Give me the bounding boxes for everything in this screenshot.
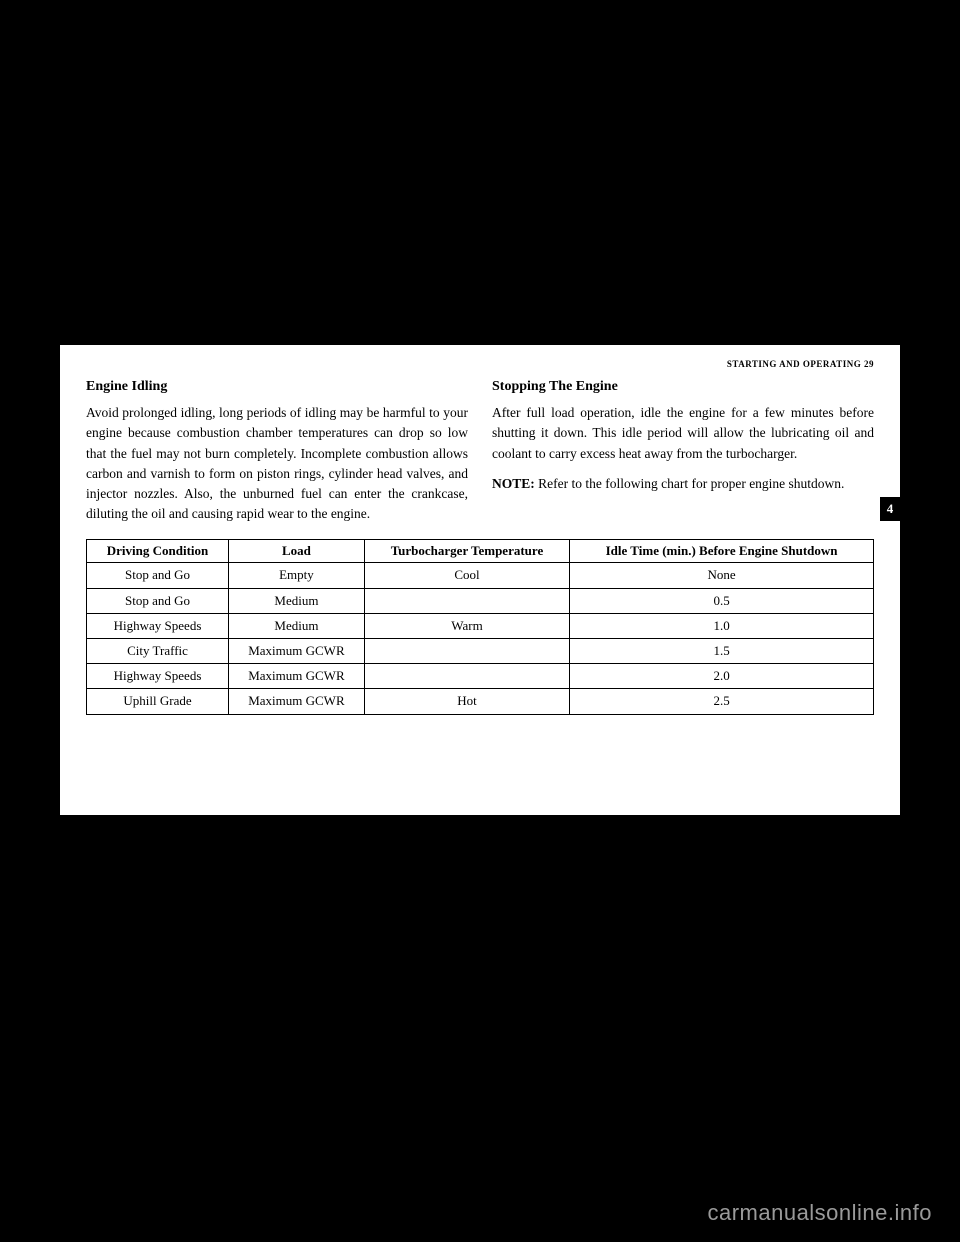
cell: None [570,563,874,588]
table-row: Highway Speeds Medium Warm 1.0 [87,613,874,638]
shutdown-table: Driving Condition Load Turbocharger Temp… [86,539,874,715]
cell: Maximum GCWR [229,638,365,663]
cell: Warm [364,613,569,638]
right-column: Stopping The Engine After full load oper… [492,379,874,525]
table-row: Uphill Grade Maximum GCWR Hot 2.5 [87,689,874,714]
note-label: NOTE: [492,476,535,491]
cell: 2.0 [570,664,874,689]
cell: Uphill Grade [87,689,229,714]
cell: Empty [229,563,365,588]
cell: Stop and Go [87,563,229,588]
cell: Medium [229,613,365,638]
table-row: Stop and Go Medium 0.5 [87,588,874,613]
note-text: Refer to the following chart for proper … [535,476,845,491]
table-row: City Traffic Maximum GCWR 1.5 [87,638,874,663]
section-tab: 4 [880,497,900,521]
content-columns: Engine Idling Avoid prolonged idling, lo… [86,379,874,525]
cell: 2.5 [570,689,874,714]
para-note: NOTE: Refer to the following chart for p… [492,474,874,494]
table-row: Stop and Go Empty Cool None [87,563,874,588]
cell: Maximum GCWR [229,664,365,689]
table-header-row: Driving Condition Load Turbocharger Temp… [87,539,874,563]
heading-stopping-engine: Stopping The Engine [492,379,874,395]
cell [364,588,569,613]
left-column: Engine Idling Avoid prolonged idling, lo… [86,379,468,525]
heading-engine-idling: Engine Idling [86,379,468,395]
running-header: STARTING AND OPERATING 29 [86,359,874,369]
cell: City Traffic [87,638,229,663]
cell: Highway Speeds [87,664,229,689]
th-driving-condition: Driving Condition [87,539,229,563]
cell: 1.5 [570,638,874,663]
cell: Highway Speeds [87,613,229,638]
para-stopping-engine: After full load operation, idle the engi… [492,403,874,464]
th-load: Load [229,539,365,563]
cell [364,638,569,663]
cell: Medium [229,588,365,613]
th-idle-time: Idle Time (min.) Before Engine Shutdown [570,539,874,563]
table-head: Driving Condition Load Turbocharger Temp… [87,539,874,563]
para-engine-idling: Avoid prolonged idling, long periods of … [86,403,468,525]
table-body: Stop and Go Empty Cool None Stop and Go … [87,563,874,714]
cell: Cool [364,563,569,588]
table-row: Highway Speeds Maximum GCWR 2.0 [87,664,874,689]
th-turbo-temp: Turbocharger Temperature [364,539,569,563]
cell: 1.0 [570,613,874,638]
cell: Hot [364,689,569,714]
cell: 0.5 [570,588,874,613]
watermark: carmanualsonline.info [707,1200,932,1226]
cell: Maximum GCWR [229,689,365,714]
cell: Stop and Go [87,588,229,613]
manual-page: STARTING AND OPERATING 29 Engine Idling … [60,345,900,815]
cell [364,664,569,689]
